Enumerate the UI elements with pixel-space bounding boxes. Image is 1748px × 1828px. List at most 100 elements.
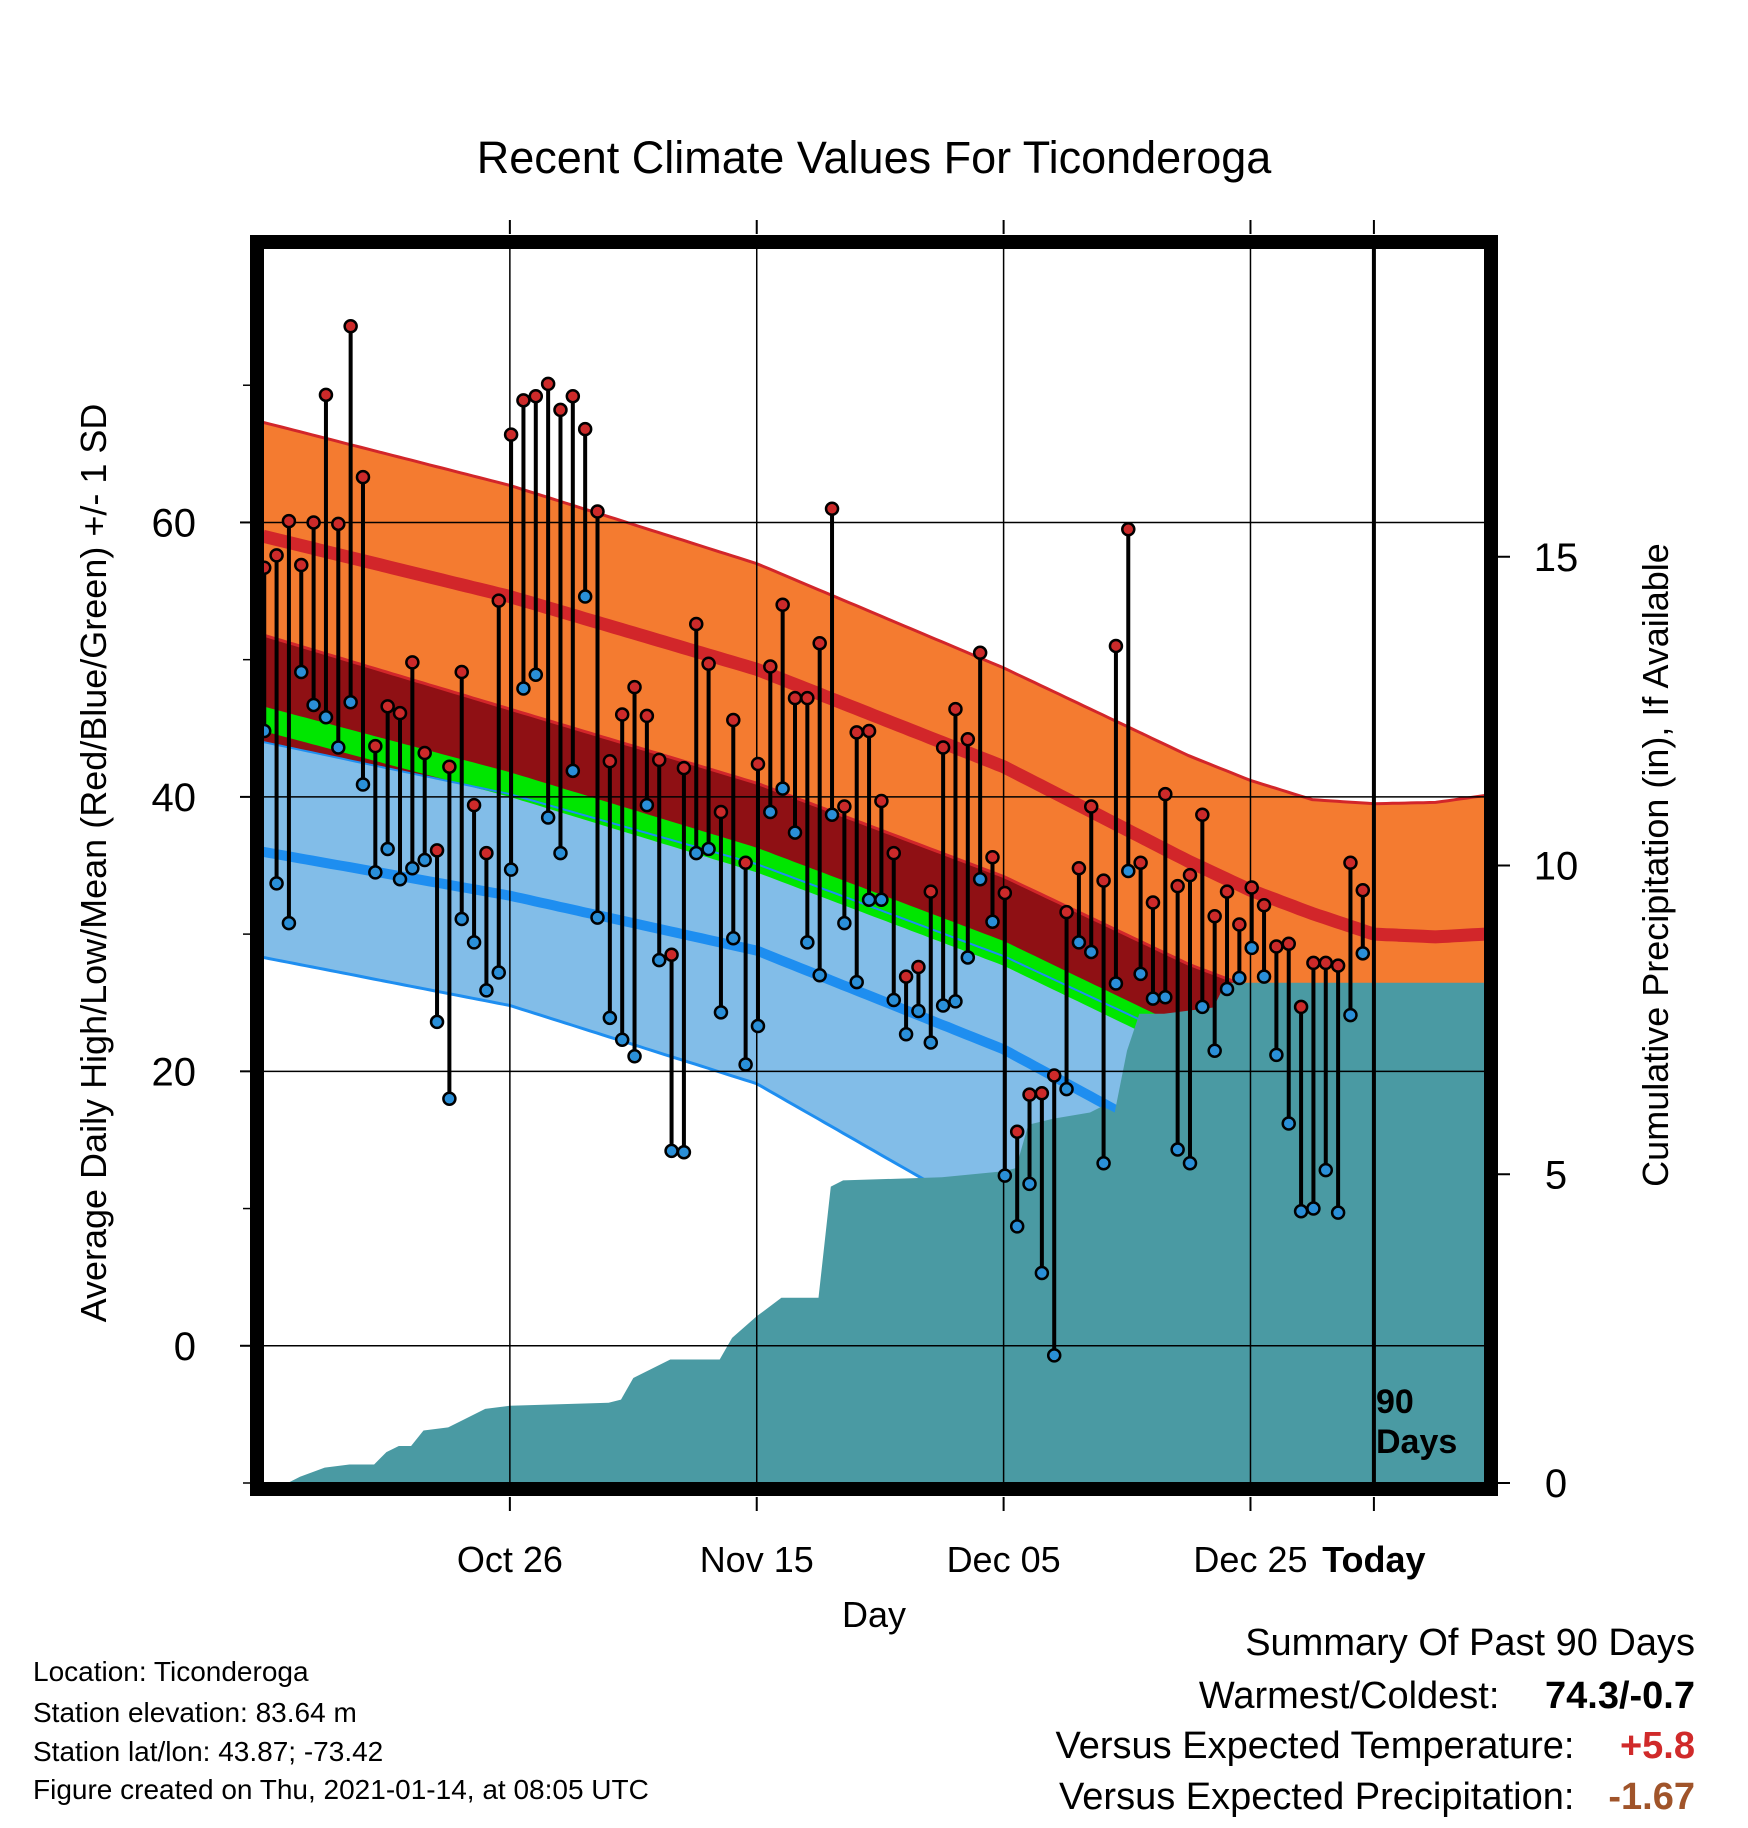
daily-low-point [269, 876, 284, 891]
daily-high-point [269, 548, 284, 563]
y2-axis-label: Cumulative Precipitation (in), If Availa… [1635, 543, 1676, 1187]
y2-tick-label: 15 [1534, 536, 1579, 580]
normal-high-line [263, 529, 1485, 944]
daily-low-point [553, 845, 568, 861]
y-tick-label: 60 [152, 501, 197, 545]
daily-low-point [1182, 1156, 1198, 1171]
daily-high-point [763, 659, 778, 674]
daily-high-point [935, 740, 951, 755]
daily-low-point [676, 1145, 692, 1160]
daily-low-point [1244, 940, 1259, 956]
daily-low-point [516, 681, 531, 696]
daily-high-point [306, 515, 321, 530]
summary-precip-label: Versus Expected Precipitation: [1059, 1776, 1575, 1818]
daily-low-point [997, 1168, 1013, 1183]
x-tick-label: Oct 26 [457, 1539, 563, 1580]
daily-high-point [886, 845, 901, 861]
daily-high-point [516, 393, 531, 408]
daily-low-point [837, 915, 852, 931]
daily-high-point [1133, 855, 1148, 871]
daily-low-point [824, 807, 840, 822]
daily-high-point [1059, 904, 1074, 920]
daily-low-point [1256, 969, 1272, 984]
daily-high-point [627, 679, 642, 695]
today-marker-label-90: 90 [1376, 1383, 1414, 1421]
daily-high-point [837, 799, 852, 814]
y-tick-label: 20 [152, 1050, 197, 1094]
daily-high-point [1182, 867, 1198, 883]
daily-low-point [886, 992, 901, 1008]
daily-low-point [689, 845, 704, 861]
y-tick-label: 0 [174, 1325, 196, 1369]
daily-low-point [1145, 991, 1161, 1006]
daily-low-point [491, 965, 507, 980]
plot-frame [250, 235, 1498, 1496]
daily-high-point [639, 708, 655, 724]
daily-high-point [294, 557, 309, 573]
daily-high-point [1046, 1068, 1062, 1083]
daily-high-point [1281, 936, 1296, 951]
x-tick-label: Nov 15 [700, 1539, 814, 1580]
daily-high-point [812, 635, 827, 651]
info-elevation: Station elevation: 83.64 m [33, 1697, 357, 1728]
daily-low-point [1355, 946, 1371, 961]
daily-low-point [861, 892, 877, 908]
daily-high-point [503, 427, 519, 442]
daily-low-point [800, 935, 815, 950]
daily-high-point [1318, 955, 1334, 971]
daily-low-point [935, 998, 951, 1013]
daily-high-point [565, 388, 581, 404]
daily-low-point [1034, 1265, 1050, 1281]
daily-low-point [1022, 1176, 1037, 1192]
daily-high-point [1293, 999, 1309, 1015]
daily-high-point [923, 884, 939, 899]
daily-low-point [923, 1035, 939, 1050]
daily-low-point [479, 983, 494, 998]
summary-precip-row: Versus Expected Precipitation: -1.67 [1059, 1776, 1695, 1819]
daily-high-point [911, 959, 926, 975]
daily-low-point [343, 694, 358, 710]
daily-high-point [355, 469, 371, 485]
daily-high-point [651, 752, 667, 768]
daily-low-point [577, 589, 593, 604]
daily-high-point [343, 318, 358, 334]
daily-high-point [775, 597, 790, 613]
daily-low-point [1133, 966, 1148, 982]
daily-high-point [1158, 786, 1173, 802]
daily-low-point [763, 804, 778, 820]
daily-low-point [651, 952, 667, 968]
daily-low-point [1083, 944, 1099, 960]
summary-warmest-label: Warmest/Coldest: [1198, 1675, 1500, 1717]
daily-low-point [775, 781, 790, 796]
daily-high-point [1022, 1087, 1037, 1102]
daily-high-point [1244, 880, 1259, 895]
y-tick-label: 40 [152, 776, 197, 820]
daily-low-point [1009, 1219, 1025, 1234]
daily-high-point [948, 701, 963, 717]
daily-low-point [1096, 1156, 1111, 1171]
daily-low-point [294, 664, 309, 680]
summary-warmest-value: 74.3/-0.7 [1545, 1675, 1695, 1717]
daily-high-point [985, 850, 1000, 865]
daily-high-point [466, 797, 482, 813]
daily-low-point [1207, 1043, 1222, 1058]
daily-low-point [1281, 1116, 1296, 1131]
daily-high-point [960, 732, 976, 747]
daily-high-point [1219, 884, 1235, 899]
daily-low-point [1330, 1205, 1346, 1220]
daily-low-point [1318, 1162, 1334, 1178]
axes-layer: 0 20 40 60 0 5 10 15 Oct 26 Nov 15 Dec 05 Dec 25 Tod… [152, 220, 1579, 1580]
daily-high-point [1207, 909, 1222, 924]
daily-high-point [577, 421, 593, 437]
daily-low-point [318, 710, 334, 725]
daily-high-point [331, 516, 346, 532]
daily-high-point [602, 753, 618, 769]
chart-title: Recent Climate Values For Ticonderoga [477, 132, 1273, 183]
daily-high-point [368, 738, 383, 754]
summary-title: Summary Of Past 90 Days [1245, 1622, 1695, 1664]
summary-precip-value: -1.67 [1608, 1776, 1695, 1818]
daily-high-point [263, 560, 272, 575]
daily-low-point [281, 915, 297, 931]
daily-high-point [1343, 855, 1358, 871]
